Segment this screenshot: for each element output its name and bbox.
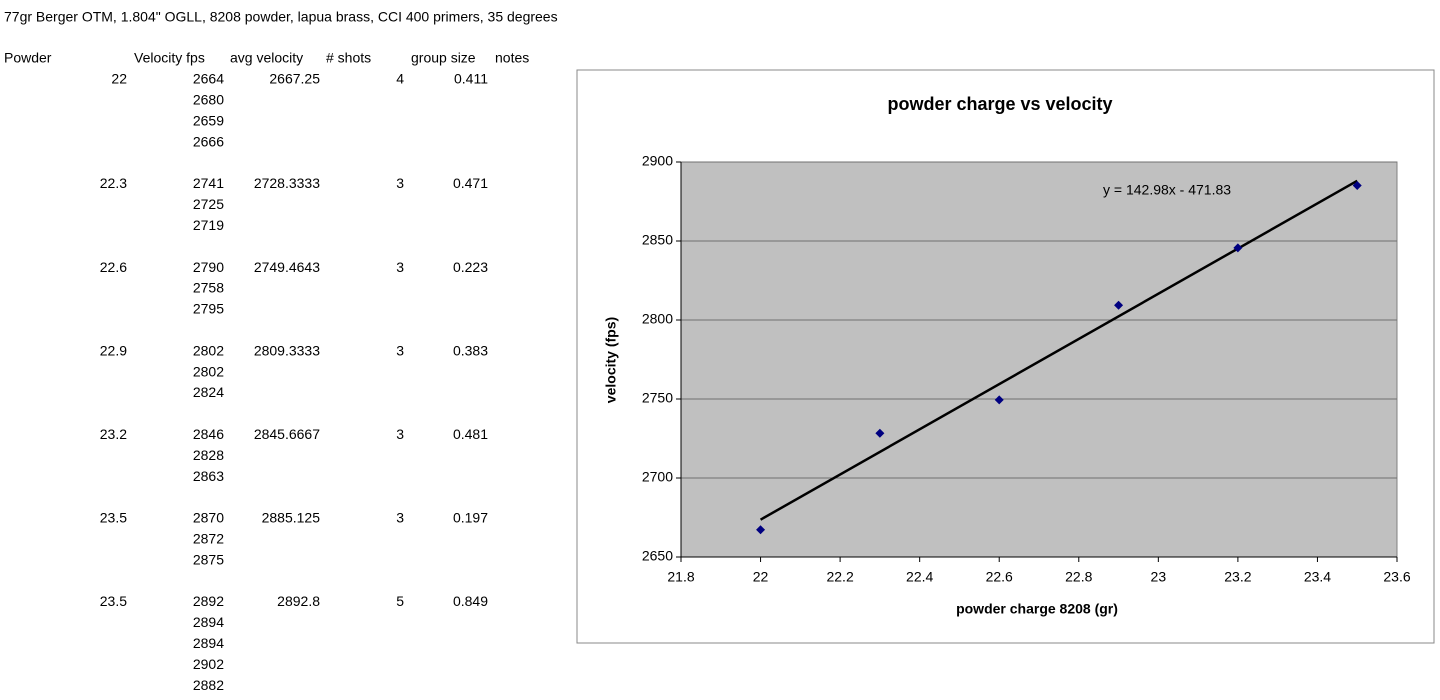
x-tick-label: 22.6 [986, 569, 1013, 585]
velocity-cell: 2719 [193, 217, 224, 233]
group-cell: 0.471 [453, 175, 488, 191]
shots-cell: 4 [396, 71, 404, 87]
avg-cell: 2809.3333 [254, 342, 320, 358]
group-cell: 0.197 [453, 510, 488, 526]
velocity-cell: 2666 [193, 133, 224, 149]
x-tick-label: 23.2 [1224, 569, 1251, 585]
data-point [994, 395, 1004, 405]
group-cell: 0.481 [453, 426, 488, 442]
velocity-cell: 2892 [193, 593, 224, 609]
group-cell: 0.849 [453, 593, 488, 609]
velocity-cell: 2664 [193, 71, 224, 87]
x-tick-label: 23.6 [1383, 569, 1410, 585]
column-header: group size [411, 50, 476, 66]
sheet-title: 77gr Berger OTM, 1.804" OGLL, 8208 powde… [4, 9, 558, 25]
powder-cell: 23.2 [100, 426, 127, 442]
x-tick-label: 23 [1151, 569, 1167, 585]
velocity-cell: 2902 [193, 656, 224, 672]
velocity-cell: 2758 [193, 280, 224, 296]
velocity-cell: 2802 [193, 363, 224, 379]
velocity-cell: 2870 [193, 510, 224, 526]
data-point [1233, 243, 1243, 253]
shots-cell: 3 [396, 426, 404, 442]
plot-area [680, 161, 1398, 558]
column-header: Velocity fps [134, 50, 205, 66]
velocity-cell: 2795 [193, 301, 224, 317]
data-point [1352, 181, 1362, 191]
powder-cell: 22 [111, 71, 127, 87]
powder-cell: 22.3 [100, 175, 127, 191]
x-tick-label: 21.8 [667, 569, 694, 585]
avg-cell: 2885.125 [262, 510, 321, 526]
velocity-cell: 2659 [193, 113, 224, 129]
group-cell: 0.411 [454, 71, 488, 87]
x-tick-label: 22.8 [1065, 569, 1092, 585]
avg-cell: 2667.25 [269, 71, 320, 87]
velocity-cell: 2790 [193, 259, 224, 275]
velocity-cell: 2824 [193, 384, 224, 400]
group-cell: 0.383 [453, 342, 488, 358]
powder-cell: 22.9 [100, 342, 127, 358]
y-tick-label: 2800 [642, 311, 673, 327]
avg-cell: 2728.3333 [254, 175, 320, 191]
powder-cell: 22.6 [100, 259, 127, 275]
group-cell: 0.223 [453, 259, 488, 275]
velocity-cell: 2680 [193, 92, 224, 108]
y-tick-label: 2650 [642, 548, 673, 564]
column-header: avg velocity [230, 50, 303, 66]
data-point [1114, 300, 1124, 310]
data-point [756, 525, 766, 535]
column-header: notes [495, 50, 529, 66]
velocity-cell: 2725 [193, 196, 224, 212]
velocity-cell: 2875 [193, 551, 224, 567]
x-tick-label: 22 [753, 569, 769, 585]
y-axis-label: velocity (fps) [603, 317, 619, 403]
velocity-cell: 2894 [193, 635, 224, 651]
shots-cell: 5 [396, 593, 404, 609]
velocity-cell: 2828 [193, 447, 224, 463]
column-header: # shots [326, 50, 371, 66]
powder-cell: 23.5 [100, 510, 127, 526]
trendline-equation: y = 142.98x - 471.83 [1103, 182, 1231, 198]
velocity-cell: 2863 [193, 468, 224, 484]
y-tick-label: 2900 [642, 153, 673, 169]
velocity-cell: 2741 [193, 175, 224, 191]
shots-cell: 3 [396, 342, 404, 358]
chart-title: powder charge vs velocity [887, 94, 1112, 114]
shots-cell: 3 [396, 510, 404, 526]
velocity-cell: 2846 [193, 426, 224, 442]
avg-cell: 2749.4643 [254, 259, 320, 275]
velocity-cell: 2882 [193, 677, 224, 693]
avg-cell: 2892.8 [277, 593, 320, 609]
velocity-cell: 2872 [193, 531, 224, 547]
y-tick-label: 2850 [642, 232, 673, 248]
powder-cell: 23.5 [100, 593, 127, 609]
shots-cell: 3 [396, 175, 404, 191]
avg-cell: 2845.6667 [254, 426, 320, 442]
y-tick-label: 2750 [642, 390, 673, 406]
y-tick-label: 2700 [642, 469, 673, 485]
shots-cell: 3 [396, 259, 404, 275]
trendline [759, 179, 1358, 521]
velocity-cell: 2894 [193, 614, 224, 630]
x-tick-label: 22.2 [826, 569, 853, 585]
data-point [875, 428, 885, 438]
velocity-cell: 2802 [193, 342, 224, 358]
x-axis-label: powder charge 8208 (gr) [956, 601, 1118, 617]
column-header: Powder [4, 50, 52, 66]
x-tick-label: 23.4 [1304, 569, 1331, 585]
x-tick-label: 22.4 [906, 569, 933, 585]
